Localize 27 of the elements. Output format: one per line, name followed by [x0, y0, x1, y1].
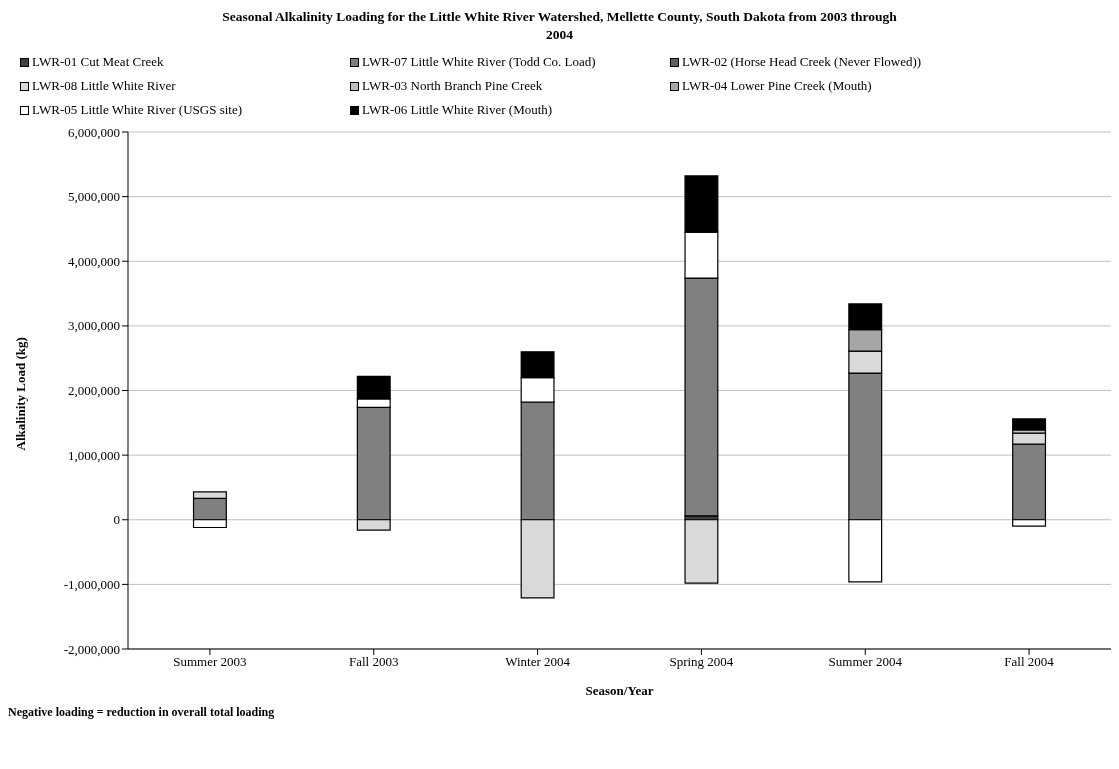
- y-tick-label: -2,000,000: [63, 641, 120, 657]
- y-axis-title: Alkalinity Load (kg): [12, 337, 28, 451]
- chart-title: Seasonal Alkalinity Loading for the Little White River Watershed, Mellette County, South Dakota from 2003 through 2004: [221, 8, 898, 44]
- legend-label: LWR-05 Little White River (USGS site): [32, 102, 243, 118]
- x-axis-title: Season/Year: [585, 683, 654, 698]
- x-tick-label: Fall 2004: [1004, 654, 1055, 670]
- y-tick-label: 4,000,000: [68, 253, 120, 269]
- y-tick-label: 3,000,000: [68, 318, 120, 334]
- x-tick-label: Summer 2004: [828, 654, 903, 670]
- legend-label: LWR-02 (Horse Head Creek (Never Flowed)): [682, 54, 922, 70]
- x-tick-label: Summer 2003: [173, 654, 247, 670]
- y-tick-label: 2,000,000: [68, 383, 120, 399]
- x-tick-label: Winter 2004: [505, 654, 571, 670]
- y-tick-label: 5,000,000: [68, 189, 120, 205]
- legend-label: LWR-06 Little White River (Mouth): [362, 102, 553, 118]
- x-tick-label: Spring 2004: [669, 654, 734, 670]
- text: Negative loading = reduction in overall total loading: [8, 705, 276, 720]
- x-tick-label: Fall 2003: [349, 654, 399, 670]
- y-tick-label: 0: [113, 512, 120, 528]
- y-tick-label: -1,000,000: [63, 576, 120, 592]
- y-tick-label: 6,000,000: [68, 124, 120, 140]
- legend-label: LWR-01 Cut Meat Creek: [32, 54, 164, 70]
- y-tick-label: 1,000,000: [68, 447, 120, 463]
- legend-label: LWR-04 Lower Pine Creek (Mouth): [682, 78, 872, 94]
- legend-label: LWR-03 North Branch Pine Creek: [362, 78, 543, 94]
- legend-label: LWR-07 Little White River (Todd Co. Load): [362, 54, 596, 70]
- legend-label: LWR-08 Little White River: [32, 78, 176, 94]
